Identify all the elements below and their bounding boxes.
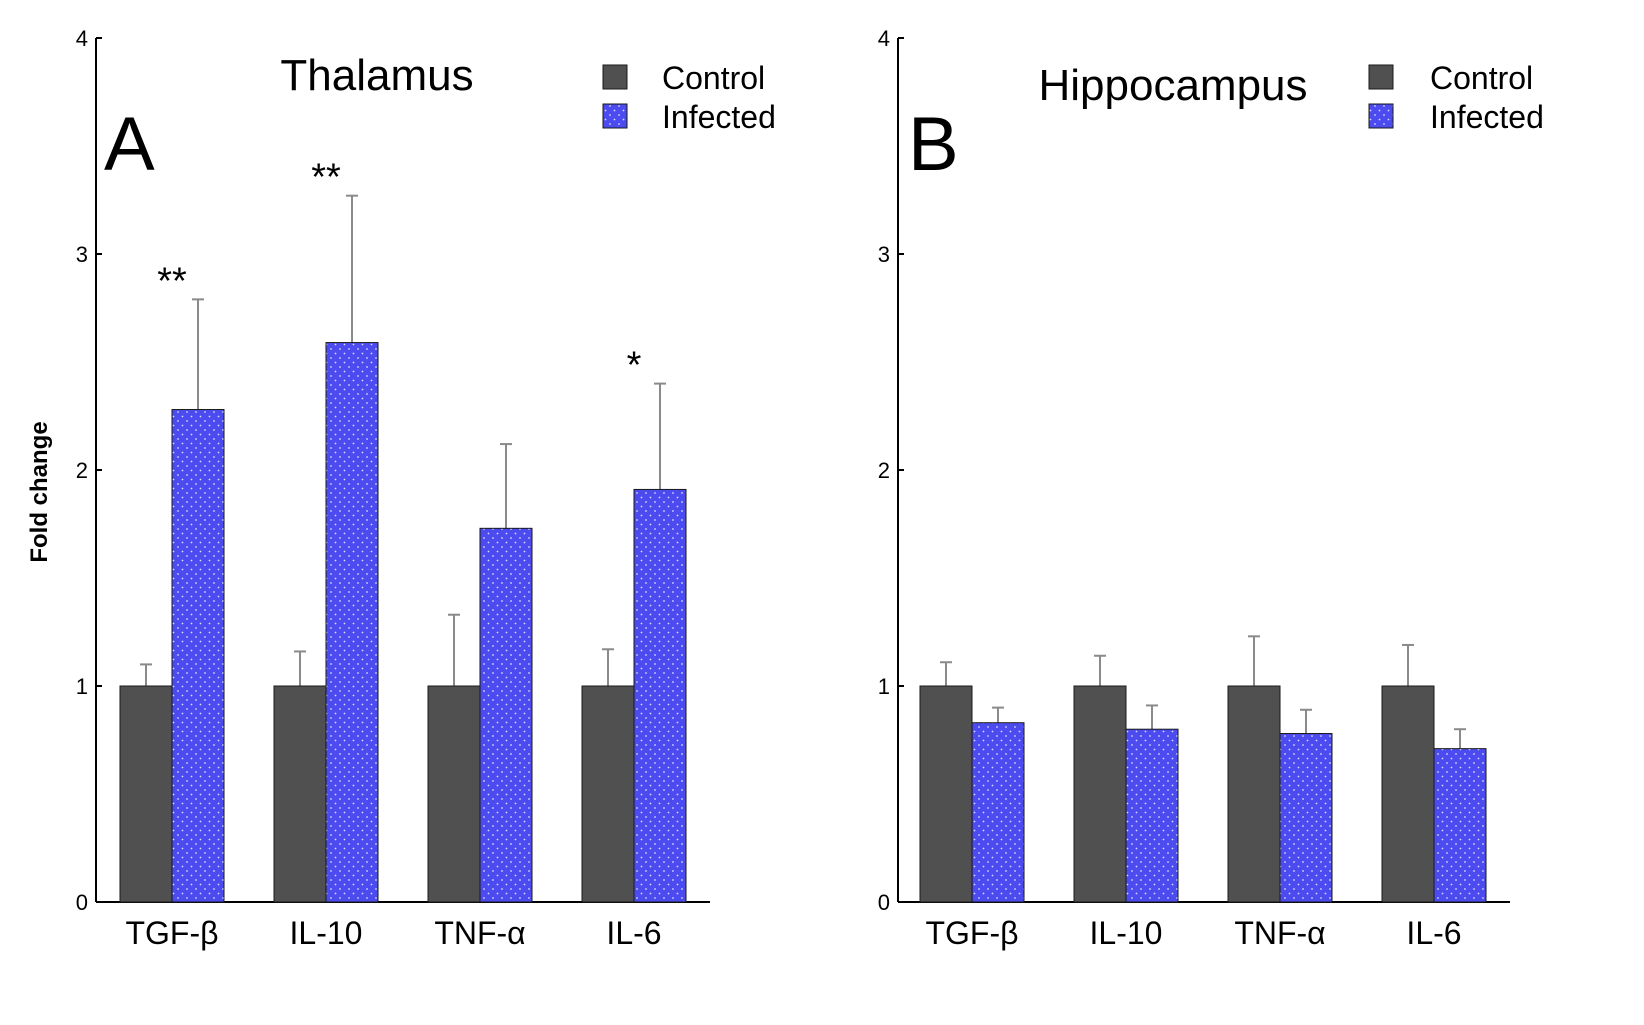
panel-label: B — [908, 102, 959, 187]
y-tick-label: 3 — [878, 242, 890, 267]
infected-bar-2 — [325, 342, 379, 903]
legend-infected-label: Infected — [1430, 99, 1544, 135]
y-tick-label: 4 — [76, 26, 88, 51]
y-axis-label: Fold change — [26, 421, 53, 562]
legend-control-swatch — [602, 64, 628, 90]
legend-control-label: Control — [662, 60, 765, 96]
control-bar-3 — [427, 685, 481, 903]
control-bar-2 — [273, 685, 327, 903]
legend-control-swatch — [1368, 64, 1394, 90]
infected-bar-3 — [1279, 733, 1333, 903]
legend-infected-label: Infected — [662, 99, 776, 135]
infected-bar-4 — [633, 488, 687, 903]
x-tick-label: IL-6 — [1406, 915, 1461, 951]
y-tick-label: 0 — [878, 890, 890, 915]
panel-label: A — [104, 102, 155, 187]
panel-title: Hippocampus — [1038, 61, 1307, 110]
y-tick-label: 4 — [878, 26, 890, 51]
significance-marker: ** — [311, 157, 341, 199]
x-tick-label: IL-10 — [290, 915, 363, 951]
infected-bar-1 — [971, 722, 1025, 903]
significance-marker: * — [627, 345, 642, 387]
control-bar-1 — [119, 685, 173, 903]
y-tick-label: 3 — [76, 242, 88, 267]
x-tick-label: IL-6 — [606, 915, 661, 951]
y-tick-label: 2 — [878, 458, 890, 483]
control-bar-3 — [1227, 685, 1281, 903]
legend-infected-swatch — [1368, 103, 1394, 129]
x-tick-label: TNF-α — [1234, 915, 1325, 951]
control-bar-2 — [1073, 685, 1127, 903]
legend-infected-swatch — [602, 103, 628, 129]
y-tick-label: 1 — [76, 674, 88, 699]
infected-bar-4 — [1433, 748, 1487, 903]
legend-control-label: Control — [1430, 60, 1533, 96]
y-tick-label: 1 — [878, 674, 890, 699]
infected-bar-3 — [479, 527, 533, 903]
control-bar-4 — [1381, 685, 1435, 903]
infected-bar-1 — [171, 409, 225, 903]
x-tick-label: TGF-β — [925, 915, 1018, 951]
infected-bar-2 — [1125, 728, 1179, 903]
x-tick-label: TGF-β — [125, 915, 218, 951]
control-bar-4 — [581, 685, 635, 903]
x-tick-label: TNF-α — [434, 915, 525, 951]
panel-title: Thalamus — [280, 51, 473, 100]
significance-marker: ** — [157, 260, 187, 302]
y-tick-label: 0 — [76, 890, 88, 915]
control-bar-1 — [919, 685, 973, 903]
x-tick-label: IL-10 — [1090, 915, 1163, 951]
y-tick-label: 2 — [76, 458, 88, 483]
